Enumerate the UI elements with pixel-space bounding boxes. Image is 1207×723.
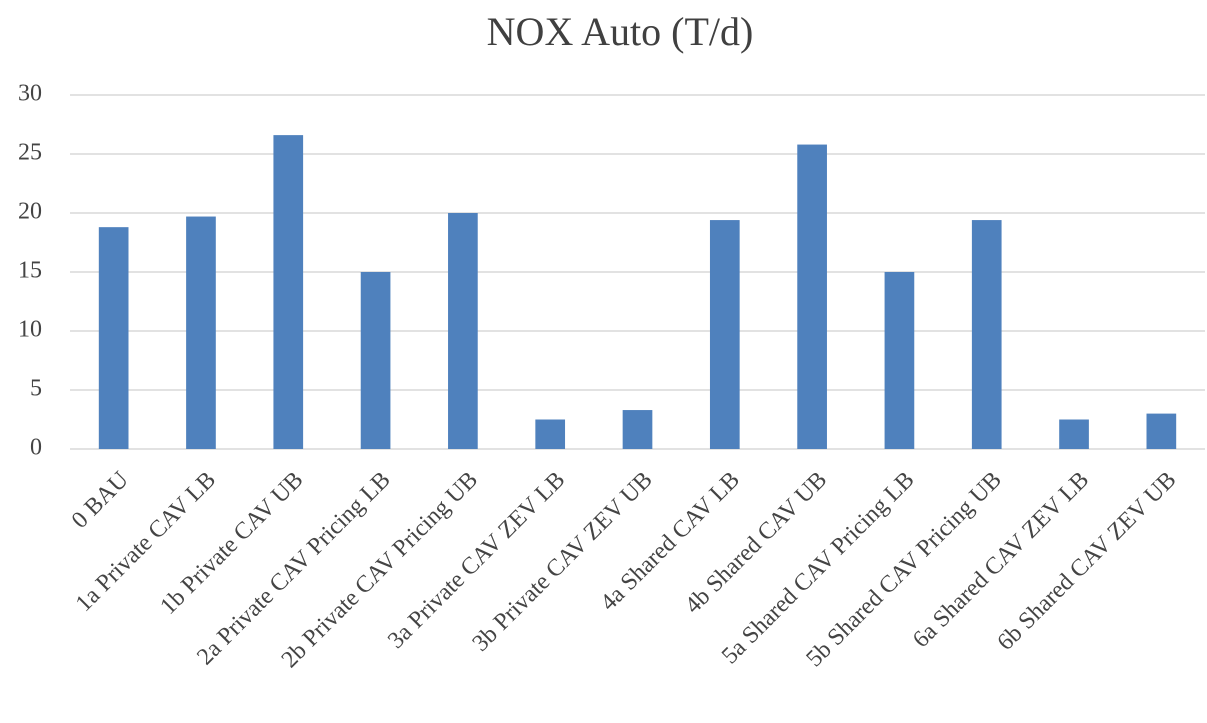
bar [709, 220, 740, 449]
y-tick-label: 20 [18, 199, 42, 225]
y-tick-label: 15 [18, 258, 42, 284]
bar [884, 272, 915, 449]
y-tick-label: 0 [30, 435, 42, 461]
bar [622, 410, 653, 449]
y-tick-label: 10 [18, 317, 42, 343]
x-tick-label: 3a Private CAV ZEV LB [383, 467, 570, 654]
bar [273, 135, 304, 449]
x-tick-label: 3b Private CAV ZEV UB [468, 467, 658, 657]
x-tick-label: 6a Shared CAV ZEV LB [908, 467, 1094, 653]
x-tick-label: 6b Shared CAV ZEV UB [992, 467, 1181, 656]
y-tick-label: 5 [30, 376, 42, 402]
bar [1146, 413, 1177, 449]
bar [186, 216, 216, 449]
x-tick-label: 1b Private CAV UB [155, 467, 308, 620]
bar [1059, 419, 1089, 449]
bar [360, 272, 391, 449]
bar [448, 213, 478, 449]
y-tick-label: 30 [18, 81, 42, 107]
bar [535, 419, 566, 449]
bar [971, 220, 1002, 449]
chart-title: NOX Auto (T/d) [487, 9, 754, 54]
bar [797, 144, 827, 449]
x-tick-label: 0 BAU [67, 467, 134, 534]
bar [98, 227, 129, 449]
y-tick-label: 25 [18, 140, 42, 166]
